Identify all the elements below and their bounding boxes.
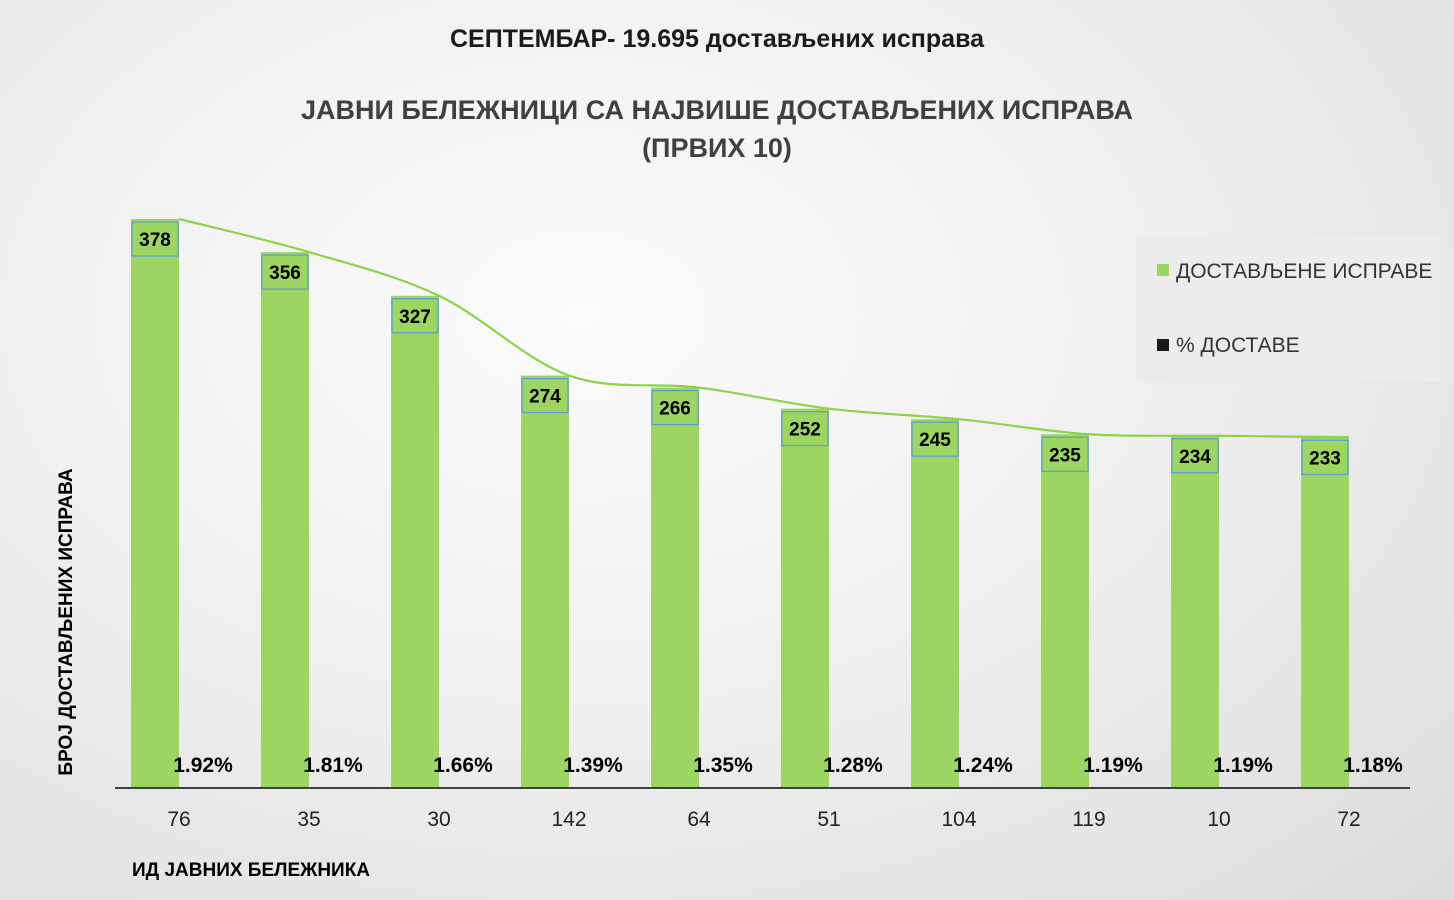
- value-label-box: [131, 221, 179, 257]
- value-label: 252: [789, 420, 821, 441]
- value-label-box: [781, 411, 829, 447]
- bar-35: [261, 252, 309, 789]
- value-label-box: [521, 377, 569, 414]
- value-label-box: [261, 254, 309, 290]
- chart-title: СЕПТЕМБАР- 19.695 достављених исправа: [450, 25, 985, 53]
- value-label-box: [1301, 439, 1349, 475]
- chart-subtitle-line1: ЈАВНИ БЕЛЕЖНИЦИ СА НАЈВИШЕ ДОСТАВЉЕНИХ И…: [301, 95, 1133, 125]
- x-tick-label: 64: [687, 808, 711, 831]
- bar-10: [1171, 435, 1219, 788]
- percent-label: 1.92%: [173, 754, 233, 777]
- legend-swatch-percent: [1157, 339, 1169, 351]
- legend-label-percent: % ДОСТАВЕ: [1176, 334, 1300, 357]
- percent-label: 1.39%: [563, 754, 623, 777]
- value-label: 233: [1309, 448, 1341, 469]
- x-tick-label: 10: [1207, 808, 1230, 831]
- value-label-box: [911, 421, 959, 457]
- value-label: 356: [269, 263, 301, 284]
- bar-72: [1301, 437, 1349, 788]
- value-label: 274: [529, 387, 561, 408]
- percent-labels-layer: 1.92% 1.81% 1.66% 1.39% 1.35% 1.28% 1.24% 1.19%…: [173, 754, 1403, 777]
- bar-76: [131, 219, 179, 788]
- value-label-box: [1171, 438, 1219, 474]
- y-axis-title: БРОЈ ДОСТАВЉЕНИХ ИСПРАВА: [56, 468, 77, 775]
- percent-label: 1.19%: [1213, 754, 1273, 777]
- x-tick-label: 142: [551, 808, 586, 831]
- percent-label: 1.19%: [1083, 754, 1143, 777]
- legend-box: [1136, 236, 1440, 382]
- bar-104: [911, 419, 959, 788]
- x-tick-label: 119: [1072, 808, 1105, 831]
- bar-64: [651, 387, 699, 788]
- value-label: 378: [139, 230, 171, 251]
- value-label-box: [651, 389, 699, 426]
- trendline-layer: [178, 217, 1350, 439]
- value-label: 235: [1049, 445, 1081, 466]
- value-label: 234: [1179, 447, 1211, 468]
- bar-119: [1041, 434, 1089, 788]
- bar-51: [781, 408, 829, 788]
- value-label: 327: [399, 307, 431, 328]
- chart-subtitle-line2: (ПРВИХ 10): [642, 133, 792, 163]
- bars-layer: [131, 219, 1349, 789]
- value-label: 245: [919, 430, 951, 451]
- x-axis-title: ИД ЈАВНИХ БЕЛЕЖНИКА: [132, 860, 370, 881]
- percent-label: 1.81%: [303, 754, 363, 777]
- value-labels-layer: 378 356 327 274 266 252 245 235 234 233: [131, 221, 1349, 475]
- x-tick-label: 76: [167, 808, 190, 831]
- bar-30: [391, 295, 439, 788]
- x-tick-label: 35: [297, 808, 320, 831]
- x-tick-label: 30: [427, 808, 450, 831]
- x-tick-labels: 76 35 30 142 64 51 104 119 10 72: [167, 808, 1360, 831]
- trendline: [178, 217, 1350, 439]
- percent-label: 1.28%: [823, 754, 883, 777]
- legend: ДОСТАВЉЕНЕ ИСПРАВЕ % ДОСТАВЕ: [1136, 236, 1440, 382]
- bar-142: [521, 375, 569, 788]
- x-tick-label: 104: [941, 808, 976, 831]
- legend-label-delivered: ДОСТАВЉЕНЕ ИСПРАВЕ: [1176, 260, 1432, 283]
- value-label: 266: [659, 399, 691, 420]
- percent-label: 1.18%: [1343, 754, 1403, 777]
- value-label-box: [1041, 436, 1089, 472]
- value-label-box: [391, 298, 439, 334]
- x-tick-label: 72: [1337, 808, 1360, 831]
- legend-swatch-delivered: [1157, 264, 1169, 276]
- percent-label: 1.35%: [693, 754, 753, 777]
- percent-label: 1.66%: [433, 754, 493, 777]
- percent-label: 1.24%: [953, 754, 1013, 777]
- x-tick-label: 51: [817, 808, 840, 831]
